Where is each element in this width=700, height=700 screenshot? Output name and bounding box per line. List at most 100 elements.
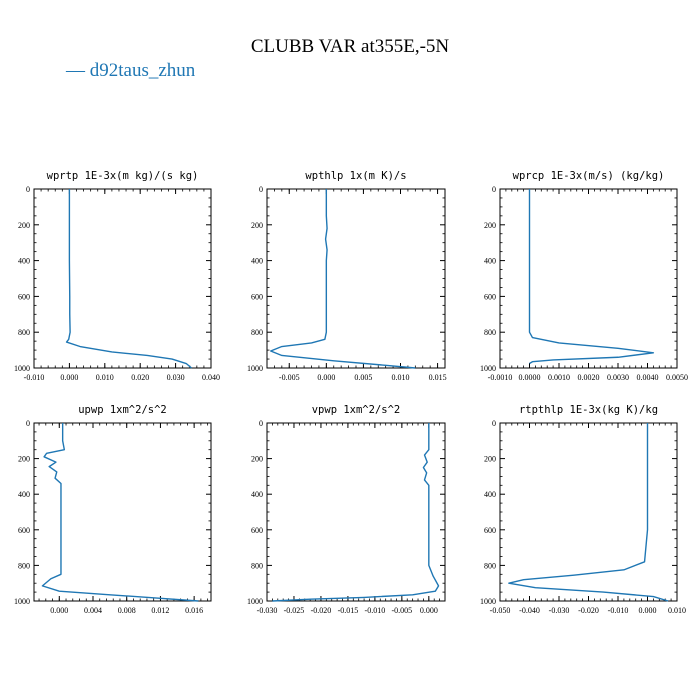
y-tick-label: 1000: [480, 364, 496, 373]
x-tick-label: -0.010: [365, 606, 386, 615]
panel-title: upwp 1xm^2/s^2: [78, 404, 167, 416]
x-tick-label: -0.005: [279, 373, 300, 382]
panel-title: vpwp 1xm^2/s^2: [312, 404, 401, 416]
y-tick-label: 1000: [14, 364, 30, 373]
legend-label: d92taus_zhun: [89, 60, 196, 81]
plot-frame: [266, 422, 446, 602]
chart-panel-4: upwp 1xm^2/s^2 0.000 0.004 0.008 0.012 0.016 0…: [14, 404, 212, 615]
series-line: [508, 423, 669, 602]
y-tick-label: 600: [251, 526, 263, 535]
x-tick-label: 0.0030: [607, 373, 629, 382]
y-tick-label: 200: [484, 221, 496, 230]
y-tick-label: 0: [259, 419, 263, 428]
x-tick-label: 0.0000: [519, 373, 541, 382]
y-tick-label: 1000: [247, 597, 263, 606]
y-tick-label: 1000: [480, 597, 496, 606]
y-tick-label: 400: [251, 257, 263, 266]
y-tick-label: 400: [251, 490, 263, 499]
y-tick-label: 200: [251, 221, 263, 230]
x-tick-label: -0.0010: [488, 373, 513, 382]
y-tick-label: 0: [492, 419, 496, 428]
chart-panel-1: wprtp 1E-3x(m kg)/(s kg) -0.010 0.000 0.010…: [14, 170, 220, 382]
y-tick-label: 400: [484, 490, 496, 499]
y-tick-label: 800: [484, 328, 496, 337]
x-tick-label: 0.0020: [578, 373, 600, 382]
x-tick-label: -0.020: [578, 606, 599, 615]
x-tick-label: 0.010: [668, 606, 686, 615]
x-tick-label: -0.010: [608, 606, 629, 615]
legend-entry: — d92taus_zhun: [66, 60, 195, 82]
x-tick-label: 0.012: [151, 606, 169, 615]
y-tick-label: 400: [484, 257, 496, 266]
x-tick-label: -0.050: [490, 606, 511, 615]
page-title: CLUBB VAR at355E,-5N: [250, 36, 450, 57]
y-tick-label: 800: [484, 561, 496, 570]
x-tick-label: 0.0050: [666, 373, 688, 382]
panel-title: wprtp 1E-3x(m kg)/(s kg): [47, 170, 199, 182]
series-line: [65, 189, 192, 369]
x-tick-label: 0.000: [639, 606, 657, 615]
y-tick-label: 600: [251, 292, 263, 301]
y-tick-label: 0: [26, 185, 30, 194]
y-tick-label: 600: [484, 526, 496, 535]
x-tick-label: -0.030: [549, 606, 570, 615]
x-tick-label: -0.015: [338, 606, 359, 615]
plot-frame: [499, 188, 678, 369]
x-tick-label: -0.030: [257, 606, 278, 615]
x-tick-label: 0.008: [118, 606, 136, 615]
panel-title: rtpthlp 1E-3x(kg K)/kg: [519, 404, 658, 416]
series-line: [272, 423, 440, 602]
chart-panel-6: rtpthlp 1E-3x(kg K)/kg -0.050 -0.040 -0.030…: [480, 404, 686, 615]
y-tick-label: 800: [251, 328, 263, 337]
y-tick-label: 400: [18, 490, 30, 499]
series-line: [270, 189, 416, 369]
y-tick-label: 0: [259, 185, 263, 194]
x-tick-label: 0.000: [60, 373, 78, 382]
plot-frame: [33, 188, 212, 369]
x-tick-label: 0.0010: [548, 373, 570, 382]
legend-line-icon: —: [66, 60, 85, 81]
x-tick-label: 0.000: [317, 373, 335, 382]
x-tick-label: -0.005: [392, 606, 413, 615]
x-tick-label: 0.040: [202, 373, 220, 382]
x-tick-label: 0.010: [96, 373, 114, 382]
y-tick-label: 1000: [247, 364, 263, 373]
y-tick-label: 800: [18, 561, 30, 570]
x-tick-label: -0.025: [284, 606, 305, 615]
x-tick-label: 0.004: [84, 606, 102, 615]
x-tick-label: 0.020: [131, 373, 149, 382]
chart-panel-3: wprcp 1E-3x(m/s) (kg/kg) -0.0010 0.0000 0.0…: [480, 170, 688, 382]
panel-title: wprcp 1E-3x(m/s) (kg/kg): [513, 170, 665, 182]
x-tick-label: 0.000: [420, 606, 438, 615]
x-tick-label: 0.0040: [637, 373, 659, 382]
chart-panel-2: wpthlp 1x(m K)/s -0.005 0.000 0.005 0.010 0.0…: [247, 170, 447, 382]
x-tick-label: 0.030: [167, 373, 185, 382]
y-tick-label: 200: [484, 455, 496, 464]
x-tick-label: -0.040: [519, 606, 540, 615]
x-tick-label: 0.015: [429, 373, 447, 382]
y-tick-label: 600: [18, 292, 30, 301]
x-tick-label: 0.010: [392, 373, 410, 382]
x-tick-label: -0.020: [311, 606, 332, 615]
y-tick-label: 200: [251, 455, 263, 464]
x-tick-label: 0.016: [185, 606, 203, 615]
x-tick-label: 0.000: [50, 606, 68, 615]
x-tick-label: 0.005: [354, 373, 372, 382]
panel-title: wpthlp 1x(m K)/s: [305, 170, 406, 182]
y-tick-label: 200: [18, 221, 30, 230]
y-tick-label: 0: [492, 185, 496, 194]
y-tick-label: 800: [251, 561, 263, 570]
y-tick-label: 600: [484, 292, 496, 301]
x-tick-label: -0.010: [24, 373, 45, 382]
y-tick-label: 600: [18, 526, 30, 535]
y-tick-label: 800: [18, 328, 30, 337]
y-tick-label: 400: [18, 257, 30, 266]
plot-frame: [266, 188, 446, 369]
series-line: [528, 189, 655, 365]
y-tick-label: 1000: [14, 597, 30, 606]
y-tick-label: 200: [18, 455, 30, 464]
y-tick-label: 0: [26, 419, 30, 428]
chart-panel-5: vpwp 1xm^2/s^2 -0.030 -0.025 -0.020 -0.015 -0…: [247, 404, 446, 615]
series-line: [41, 423, 199, 602]
